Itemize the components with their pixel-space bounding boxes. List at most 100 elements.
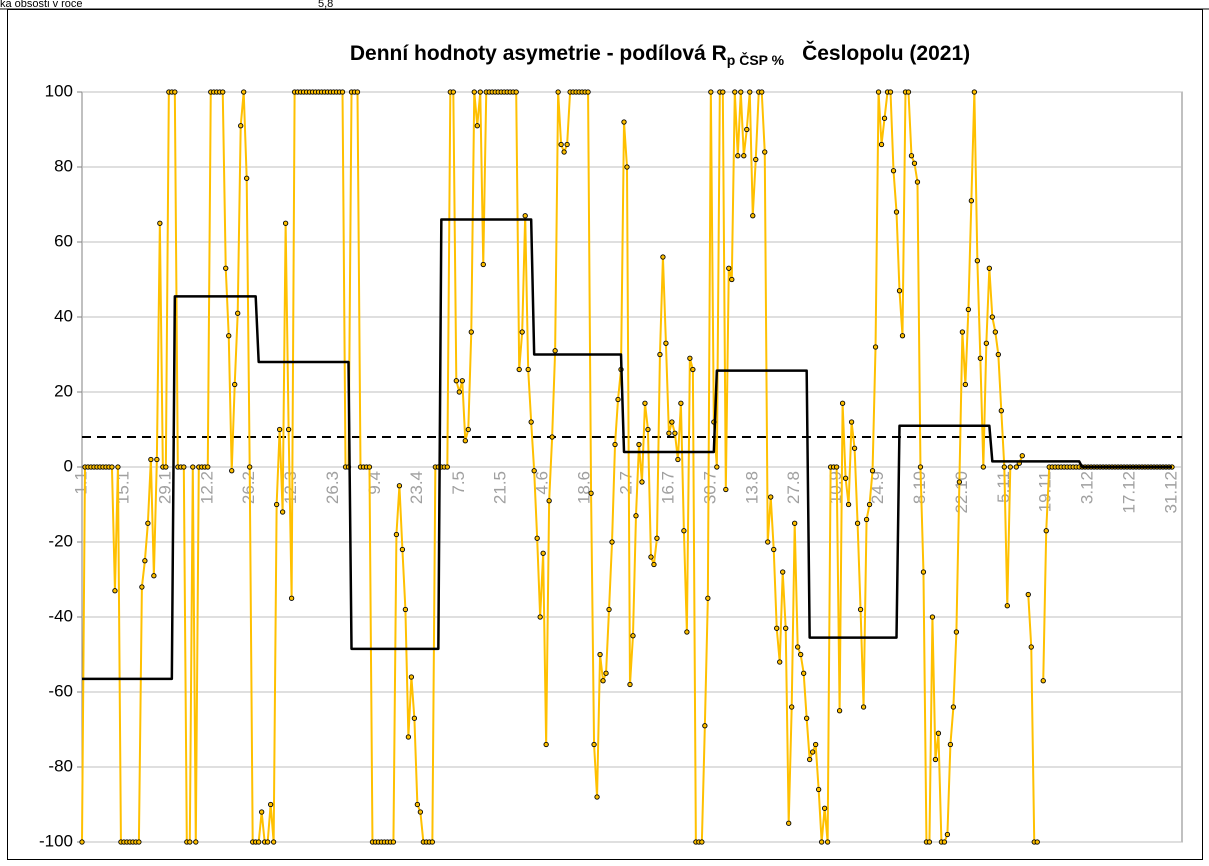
data-point <box>783 625 789 631</box>
data-point <box>741 153 747 159</box>
data-point <box>1034 839 1040 845</box>
y-tick-label: -80 <box>48 756 73 775</box>
data-point <box>956 479 963 485</box>
data-point <box>974 258 981 264</box>
data-point <box>244 175 250 181</box>
data-point <box>187 839 193 845</box>
data-point <box>558 141 564 148</box>
y-tick-label: 0 <box>64 456 73 475</box>
data-point <box>594 794 600 800</box>
data-point <box>738 89 744 95</box>
data-point <box>911 160 918 166</box>
data-point <box>513 89 519 95</box>
data-point <box>465 426 471 433</box>
data-point <box>597 651 603 658</box>
data-point <box>762 149 768 155</box>
data-point <box>657 351 663 358</box>
data-point <box>944 831 951 838</box>
data-point <box>561 149 567 155</box>
data-point <box>926 839 933 845</box>
data-point <box>905 89 912 95</box>
data-point <box>633 513 639 519</box>
data-point <box>789 704 795 710</box>
data-point <box>804 715 810 721</box>
data-point <box>720 89 726 95</box>
data-point <box>833 464 840 470</box>
data-point <box>675 456 681 463</box>
data-point <box>887 89 894 95</box>
data-point <box>995 351 1001 358</box>
data-point <box>139 584 145 590</box>
data-point <box>684 629 690 635</box>
title-subscript: p ČSP % <box>727 51 785 68</box>
data-point <box>971 89 978 95</box>
data-point <box>950 704 957 710</box>
data-point <box>651 561 657 568</box>
data-point <box>414 801 421 808</box>
data-point <box>256 839 262 845</box>
data-point <box>1001 464 1007 470</box>
data-point <box>866 501 873 508</box>
data-point <box>750 213 756 219</box>
data-point <box>112 588 118 594</box>
data-point <box>190 464 196 470</box>
data-point <box>429 839 436 845</box>
data-point <box>396 483 403 489</box>
data-point <box>780 569 786 575</box>
data-point <box>777 659 783 665</box>
data-point <box>1004 603 1010 609</box>
data-point <box>621 119 627 125</box>
data-point <box>402 606 409 613</box>
data-point <box>417 809 424 815</box>
data-point <box>917 464 924 470</box>
data-point <box>929 614 936 620</box>
data-point <box>801 670 807 676</box>
data-point <box>468 329 474 335</box>
data-point <box>851 445 858 451</box>
data-point <box>268 801 274 808</box>
data-point <box>450 89 456 95</box>
data-point <box>980 464 986 470</box>
data-point <box>270 839 277 845</box>
data-point <box>983 340 989 346</box>
data-point <box>648 554 654 560</box>
data-point <box>681 528 687 534</box>
data-point <box>390 839 397 845</box>
data-point <box>282 220 289 226</box>
data-point <box>549 434 555 440</box>
data-point <box>663 340 669 346</box>
data-point <box>678 400 684 406</box>
data-point <box>519 329 525 335</box>
data-point <box>881 115 888 121</box>
chart-title: Denní hodnoty asymetrie - podílová Rp ČS… <box>350 41 970 68</box>
x-tick-label: 17.12 <box>1120 471 1139 514</box>
data-point <box>989 314 995 320</box>
data-point <box>687 355 693 361</box>
data-point <box>836 708 843 714</box>
data-point <box>702 723 708 729</box>
data-point <box>735 153 741 159</box>
data-point <box>771 546 777 553</box>
data-point <box>148 456 154 463</box>
data-point <box>1040 678 1046 684</box>
data-point <box>690 366 696 373</box>
data-point <box>1043 528 1049 534</box>
data-point <box>992 329 998 335</box>
data-point <box>747 89 753 95</box>
data-point <box>612 441 618 448</box>
series-line <box>82 218 1172 681</box>
data-point <box>555 89 561 95</box>
x-tick-label: 5.11 <box>994 471 1013 503</box>
data-point <box>813 741 819 748</box>
x-tick-label: 18.6 <box>575 471 594 504</box>
data-point <box>998 408 1004 414</box>
data-point <box>534 535 540 541</box>
y-tick-label: 80 <box>54 156 73 175</box>
data-point <box>645 426 651 433</box>
title-end: Česlopolu (2021) <box>802 41 970 65</box>
x-tick-label: 3.12 <box>1078 471 1097 504</box>
data-point <box>815 786 822 793</box>
data-point <box>642 400 648 406</box>
